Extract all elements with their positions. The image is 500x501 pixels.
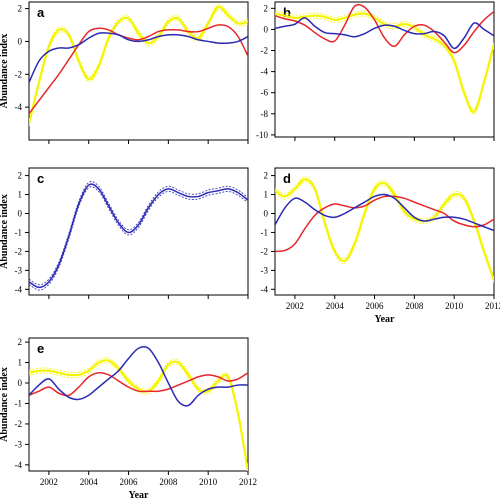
y-tick-label: -2 (15, 419, 23, 429)
x-tick-label: 2008 (159, 477, 178, 487)
x-tick-label: 2008 (405, 301, 424, 311)
panel-label: b (283, 5, 291, 20)
y-tick-label: -1 (15, 398, 23, 408)
series-yellow-ci-band (29, 362, 248, 471)
y-tick-label: -4 (261, 284, 269, 294)
y-tick-label: 1 (18, 190, 23, 200)
y-tick-label: -3 (15, 265, 23, 275)
series-blue-line (29, 345, 248, 407)
y-tick-label: -3 (15, 439, 23, 449)
y-tick-label: 2 (264, 3, 269, 13)
y-tick-label: -1 (261, 227, 269, 237)
panel-b: b 2 0 -2 -4 -6 -8 -10 (256, 1, 495, 141)
series-blue-line (29, 183, 248, 289)
panel-label: e (37, 341, 44, 356)
y-tick-label: -2 (261, 246, 269, 256)
series-yellow-ci-band (275, 15, 494, 115)
series-yellow-ci-band (29, 8, 248, 127)
x-tick-label: 2002 (40, 477, 58, 487)
y-axis-title: Abundance index (0, 194, 10, 269)
x-tick-label: 2004 (326, 301, 345, 311)
x-tick-label: 2006 (120, 477, 139, 487)
x-axis-title: Year (375, 314, 396, 325)
series-yellow-ci-band (29, 357, 248, 469)
series-yellow-line (275, 12, 494, 113)
x-tick-label: 2010 (445, 301, 464, 311)
y-tick-label: -3 (261, 265, 269, 275)
y-tick-label: -2 (15, 69, 23, 79)
series-yellow-line (29, 5, 248, 125)
y-tick-label: -1 (15, 227, 23, 237)
y-tick-label: 2 (18, 171, 23, 181)
y-tick-label: 2 (18, 4, 23, 14)
series-blue-ci-band (29, 186, 248, 291)
y-tick-label: 0 (264, 24, 269, 34)
panel-label: a (37, 5, 45, 20)
y-tick-label: -2 (261, 46, 269, 56)
y-tick-label: 1 (18, 358, 23, 368)
panel-label: c (37, 171, 44, 186)
plot-frame (274, 167, 495, 296)
series-yellow-ci-band (275, 181, 494, 283)
panel-label: d (283, 171, 291, 186)
series-blue-line (275, 17, 494, 50)
plot-frame (28, 337, 249, 472)
x-tick-label: 2012 (239, 477, 257, 487)
series-yellow-ci-band (29, 3, 248, 122)
series-blue-ci-band (29, 181, 248, 286)
x-tick-label: 2006 (366, 301, 385, 311)
y-tick-label: 0 (264, 208, 269, 218)
y-tick-label: -10 (256, 130, 268, 140)
panel-d: d 2 1 0 -1 -2 -3 -4 2002 2004 2006 2008 2010 2012 Year (261, 167, 500, 325)
y-tick-label: -8 (261, 109, 269, 119)
y-tick-label: 2 (264, 171, 269, 181)
series-blue-line (29, 32, 248, 84)
y-tick-label: -6 (261, 88, 269, 98)
panel-a: a 2 0 -2 -4 Abundance index (0, 1, 249, 144)
y-tick-label: 0 (18, 36, 23, 46)
y-tick-label: -2 (15, 246, 23, 256)
series-red-line (275, 195, 494, 253)
x-axis-title: Year (129, 490, 150, 501)
y-axis-title: Abundance index (0, 34, 10, 109)
plot-frame (28, 167, 249, 296)
x-tick-label: 2004 (80, 477, 99, 487)
x-tick-label: 2012 (485, 301, 500, 311)
x-tick-label: 2002 (286, 301, 304, 311)
y-tick-label: -4 (15, 284, 23, 294)
y-tick-label: -4 (15, 102, 23, 112)
x-tick-label: 2010 (199, 477, 218, 487)
series-red-line (275, 3, 494, 54)
panel-e: e 2 1 0 -1 -2 -3 -4 2002 2004 2006 2008 2010 2012 Abun… (0, 337, 257, 501)
series-yellow-line (275, 178, 494, 281)
series-blue-line (275, 193, 494, 232)
y-tick-label: 1 (264, 190, 269, 200)
plot-frame (28, 1, 249, 141)
series-red-line (29, 24, 248, 115)
y-tick-label: 2 (18, 337, 23, 347)
y-axis-title: Abundance index (0, 367, 10, 442)
y-tick-label: -4 (15, 460, 23, 470)
panel-c: c 2 1 0 -1 -2 -3 -4 Abundance index (0, 167, 249, 299)
plot-frame (274, 1, 495, 138)
series-yellow-ci-band (275, 176, 494, 278)
y-tick-label: 0 (18, 378, 23, 388)
y-tick-label: 0 (18, 208, 23, 218)
y-tick-label: -4 (261, 67, 269, 77)
